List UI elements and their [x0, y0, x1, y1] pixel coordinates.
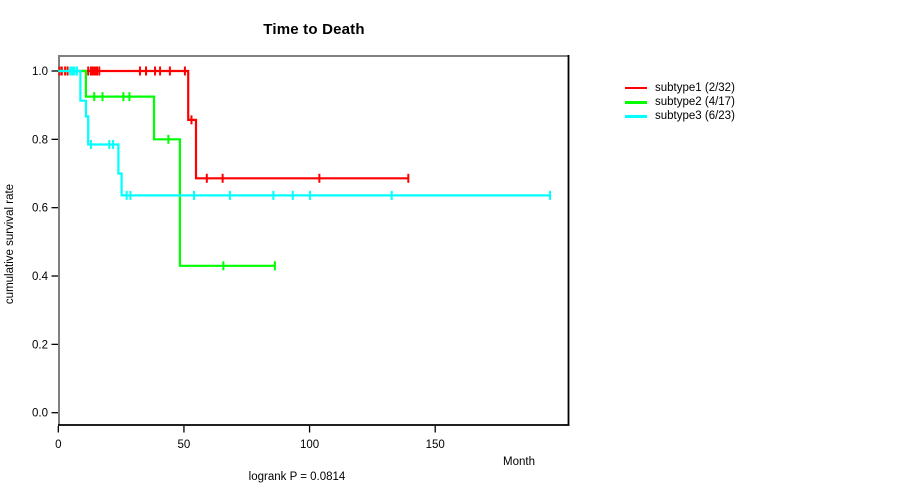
x-tick-label: 50: [178, 439, 191, 451]
legend-swatch-subtype3: [625, 115, 647, 118]
plot-frame-top-left: [58, 55, 569, 425]
legend-swatch-subtype1: [625, 86, 647, 90]
legend-item-subtype1: subtype1 (2/32): [625, 81, 735, 95]
legend-item-subtype3: subtype3 (6/23): [625, 109, 735, 123]
y-tick-label: 0.2: [32, 339, 48, 351]
y-axis-label: cumulative survival rate: [4, 183, 16, 305]
chart-title: Time to Death: [263, 21, 365, 38]
legend-swatch-subtype2: [625, 100, 647, 104]
y-tick-label: 0.4: [32, 271, 49, 283]
legend-label-subtype3: subtype3 (6/23): [655, 110, 735, 123]
curve-subtype3: [58, 69, 550, 197]
y-tick-label: 0.8: [32, 134, 48, 146]
legend: subtype1 (2/32) subtype2 (4/17) subtype3 (…: [625, 81, 735, 124]
x-axis-label: Month: [503, 456, 535, 468]
legend-item-subtype2: subtype2 (4/17): [625, 95, 735, 109]
logrank-pvalue-note: logrank P = 0.0814: [248, 471, 346, 483]
x-tick-label: 150: [426, 439, 445, 451]
curve-subtype1: [58, 69, 409, 180]
y-tick-label: 0.6: [32, 203, 48, 215]
x-tick-label: 0: [55, 439, 61, 451]
y-tick-label: 0.0: [32, 408, 48, 420]
legend-label-subtype1: subtype1 (2/32): [655, 82, 735, 95]
curve-subtype2: [58, 69, 275, 267]
y-tick-label: 1.0: [32, 66, 48, 78]
plot-frame-bottom-right: [58, 55, 570, 426]
x-tick-label: 100: [300, 439, 319, 451]
legend-label-subtype2: subtype2 (4/17): [655, 96, 735, 109]
